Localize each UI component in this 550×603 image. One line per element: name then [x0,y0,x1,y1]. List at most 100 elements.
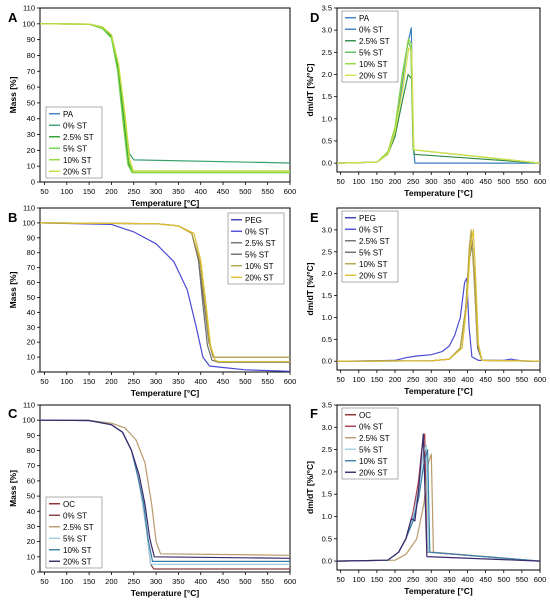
x-tick-label: 350 [443,177,456,186]
series-line-20-st [337,47,540,164]
series-line-2-5-st [337,453,540,562]
x-tick-label: 100 [61,187,74,196]
x-tick-label: 550 [261,577,274,586]
x-tick-label: 400 [194,377,207,386]
plot-frame [39,207,291,373]
series-line-0-st [40,222,290,372]
y-axis-label: Mass [%] [8,470,18,507]
y-tick-label: 20 [27,146,35,155]
legend-entry: 5% ST [359,445,383,454]
y-tick-label: 3.0 [322,423,332,432]
y-tick-label: 50 [27,492,35,501]
x-tick-label: 300 [150,377,163,386]
x-tick-label: 600 [534,375,547,384]
x-tick-label: 450 [217,577,230,586]
legend-entry: 10% ST [359,457,388,466]
y-tick-label: 2.5 [322,247,332,256]
y-tick-label: 60 [27,278,35,287]
y-axis-label: dm/dT [%/°C] [305,262,315,315]
y-tick-label: 100 [22,218,35,227]
y-tick-label: 110 [23,401,35,410]
x-tick-label: 100 [352,177,365,186]
x-tick-label: 100 [61,377,74,386]
y-tick-label: 30 [27,522,35,531]
panel-b: B 50 100 150 200 250 300 350 400 450 500 550 600 0 10 2… [8,204,296,399]
series-line-20-st [40,419,290,559]
x-tick-label: 150 [83,377,96,386]
panel-d: D 50 100 150 200 250 300 350 400 450 500 550 600 0.0 0… [305,4,546,199]
legend-entry: 10% ST [359,260,388,269]
y-tick-label: 0.5 [322,335,332,344]
y-tick-label: 1.5 [322,291,332,300]
legend: OC 0% ST 2.5% ST 5% ST 10% ST 20% ST [341,407,399,480]
x-tick-label: 500 [239,377,252,386]
legend-entry: 10% ST [63,156,92,165]
x-tick-label: 600 [284,377,297,386]
legend-entry: 2.5% ST [359,237,390,246]
y-tick-label: 70 [27,461,35,470]
x-tick-label: 400 [461,375,474,384]
legend: PEG 0% ST 2.5% ST 5% ST 10% ST 20% ST [227,212,285,285]
legend-entry: 0% ST [245,227,269,236]
x-tick-label: 150 [83,187,96,196]
plot-frame [336,404,541,571]
y-tick-label: 110 [23,4,35,13]
y-tick-label: 0 [31,368,35,377]
legend: PA 0% ST 2.5% ST 5% ST 10% ST 20% ST [45,106,103,179]
x-tick-label: 500 [239,577,252,586]
legend-entry: 5% ST [63,144,87,153]
x-tick-label: 550 [516,177,529,186]
x-axis-label: Temperature [°C] [404,188,473,198]
legend-entry: 10% ST [359,60,388,69]
x-tick-label: 250 [407,575,420,584]
plot-frame [336,207,541,371]
y-tick-label: 50 [27,293,35,302]
y-tick-label: 0.5 [322,534,332,543]
x-axis-label: Temperature [°C] [404,586,473,596]
y-axis-label: Mass [%] [8,76,18,113]
y-tick-label: 0 [31,178,35,187]
y-tick-label: 0.0 [322,159,332,168]
x-tick-label: 200 [389,177,402,186]
y-tick-label: 2.0 [322,467,332,476]
y-tick-label: 90 [27,431,35,440]
x-tick-label: 450 [479,575,492,584]
y-tick-label: 100 [22,19,35,28]
y-tick-label: 60 [27,476,35,485]
legend-entry: 20% ST [63,557,92,566]
legend-entry: 10% ST [245,262,274,271]
legend-entry: 20% ST [359,271,388,280]
legend-entry: 5% ST [245,250,269,259]
legend-box [341,10,399,83]
legend-entry: 2.5% ST [359,434,390,443]
panel-a: A 50 100 150 200 250 300 350 400 450 500 550 600 0 10 2… [8,4,296,209]
y-tick-label: 60 [27,83,35,92]
legend-entry: 2.5% ST [359,37,390,46]
y-tick-label: 0.0 [322,557,332,566]
x-tick-label: 300 [425,575,438,584]
legend-title: PA [359,14,370,23]
y-tick-label: 110 [23,204,35,213]
y-tick-label: 3.0 [322,225,332,234]
y-tick-label: 2.0 [322,269,332,278]
x-tick-label: 250 [127,577,140,586]
legend-entry: 0% ST [359,422,383,431]
y-tick-label: 3.5 [322,401,332,410]
y-tick-label: 10 [27,552,35,561]
legend-title: PEG [359,214,376,223]
legend-entry: 2.5% ST [63,523,94,532]
x-tick-label: 100 [352,575,365,584]
y-tick-label: 2.0 [322,70,332,79]
x-tick-label: 350 [443,575,456,584]
x-tick-label: 450 [217,187,230,196]
y-tick-label: 10 [27,162,35,171]
x-tick-label: 300 [425,177,438,186]
x-tick-label: 200 [105,577,118,586]
x-tick-label: 550 [261,187,274,196]
y-tick-label: 0 [31,568,35,577]
x-axis-label: Temperature [°C] [131,198,200,208]
y-axis-label: dm/dT [%/°C] [305,461,315,514]
y-tick-label: 0.5 [322,136,332,145]
x-tick-label: 300 [150,577,163,586]
